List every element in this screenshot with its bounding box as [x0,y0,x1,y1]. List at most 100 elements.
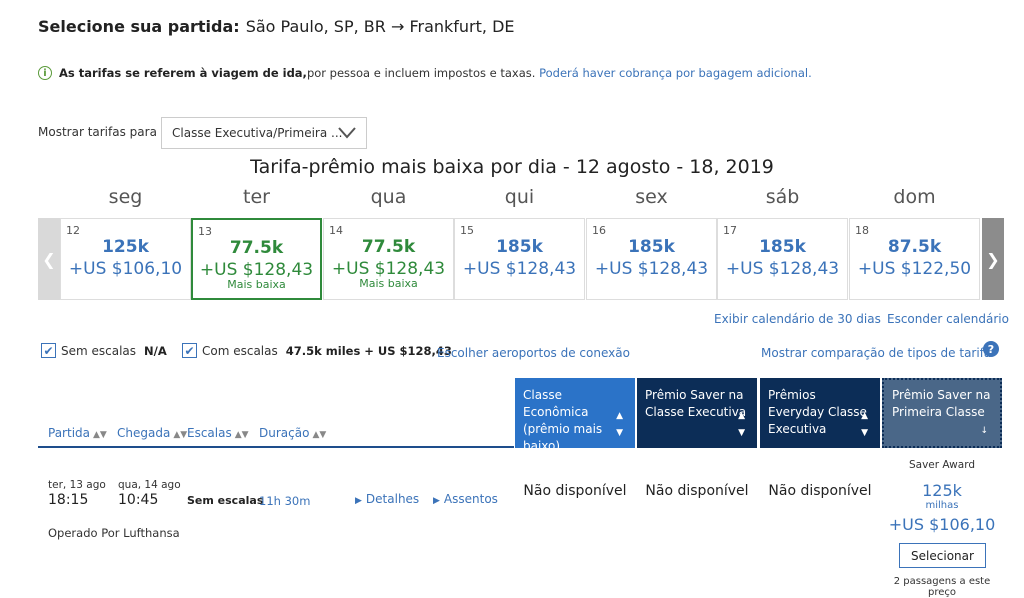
route-text: São Paulo, SP, BR → Frankfurt, DE [245,17,515,36]
award-miles: 125k [922,481,962,500]
day-number: 14 [329,224,343,237]
seats-link[interactable]: ▶ Assentos [433,492,498,506]
fare-class-select[interactable]: Classe Executiva/Primeira ... [161,117,367,149]
calendar-day-16[interactable]: 16 185k +US $128,43 [586,218,717,300]
calendar-day-13[interactable]: 13 77.5k +US $128,43 Mais baixa [191,218,322,300]
column-economy-label: Classe Econômica (prêmio mais baixo) [523,388,603,453]
calendar-prev-button[interactable]: ❮ [38,218,60,300]
info-bold: As tarifas se referem à viagem de ida, [59,66,307,80]
dayname-sun: dom [893,186,936,208]
calendar-day-18[interactable]: 18 87.5k +US $122,50 [849,218,980,300]
day-miles: 185k [759,237,806,257]
stops-text: Sem escalas [187,494,264,507]
fare-info-notice: i As tarifas se referem à viagem de ida,… [38,66,812,80]
lowest-badge: Mais baixa [227,278,286,291]
column-business-saver[interactable]: Prêmio Saver na Classe Executiva ▲ ▼ [637,378,757,448]
seats-left-notice: 2 passagens a este preço [893,576,991,598]
column-economy-lowest[interactable]: Classe Econômica (prêmio mais baixo) ▲ ▼ [515,378,635,453]
calendar-day-15[interactable]: 15 185k +US $128,43 [454,218,585,300]
nonstop-label: Sem escalas [61,343,137,358]
column-first-saver-label: Prêmio Saver na Primeira Classe [892,388,991,419]
day-price: +US $128,43 [594,259,709,279]
column-business-saver-label: Prêmio Saver na Classe Executiva [645,388,747,419]
chevron-left-icon: ❮ [42,249,56,269]
sort-stops[interactable]: Escalas ▲▼ [187,426,249,440]
sort-icon: ▲▼ [173,430,188,440]
choose-connection-airports-link[interactable]: Escolher aeroportos de conexão [437,346,630,360]
sort-duration[interactable]: Duração ▲▼ [259,426,326,440]
arrival-time: 10:45 [118,492,159,508]
day-price: +US $128,43 [331,259,446,279]
lowest-badge: Mais baixa [359,277,418,290]
award-miles-unit: milhas [925,500,959,511]
info-text: por pessoa e incluem impostos e taxas. [306,66,536,80]
fare-class-selected: Classe Executiva/Primeira ... [172,126,343,140]
fare-filter-label: Mostrar tarifas para [38,125,157,139]
dayname-mon: seg [108,186,143,208]
nonstop-value: N/A [144,343,167,358]
departure-time: 18:15 [48,492,89,508]
caret-right-icon: ▶ [355,496,362,506]
day-price: +US $128,43 [462,259,577,279]
nonstop-checkbox[interactable]: ✔ [41,343,56,358]
calendar-day-17[interactable]: 17 185k +US $128,43 [717,218,848,300]
chevron-down-icon [338,127,356,139]
operated-by: Operado Por Lufthansa [48,526,180,540]
dayname-wed: qua [370,186,407,208]
day-miles: 185k [496,237,543,257]
day-number: 17 [723,224,737,237]
day-number: 18 [855,224,869,237]
connecting-label: Com escalas [202,343,278,358]
nonstop-filter[interactable]: ✔ Sem escalas N/A [41,343,167,358]
sort-duration-label: Duração [259,426,310,440]
calendar-next-button[interactable]: ❯ [982,218,1004,300]
economy-unavailable: Não disponível [523,483,627,499]
sort-arrival-label: Chegada [117,426,171,440]
column-first-saver[interactable]: Prêmio Saver na Primeira Classe ↓ [882,378,1002,448]
day-number: 12 [66,224,80,237]
arrival-date: qua, 14 ago [118,479,181,491]
day-price: +US $128,43 [199,260,314,280]
dayname-tue: ter [243,186,270,208]
header-divider [38,446,514,448]
saver-award-label: Saver Award [908,459,975,471]
connecting-checkbox[interactable]: ✔ [182,343,197,358]
award-price: +US $106,10 [888,515,996,534]
dayname-fri: sex [635,186,668,208]
connecting-value: 47.5k miles + US $128,43 [285,343,452,358]
day-price: +US $128,43 [725,259,840,279]
calendar-day-14[interactable]: 14 77.5k +US $128,43 Mais baixa [323,218,454,300]
sort-icon: ▲▼ [312,430,327,440]
header-label: Selecione sua partida: [38,17,240,36]
dayname-sat: sáb [765,186,800,208]
sort-departure[interactable]: Partida ▲▼ [48,426,107,440]
departure-date: ter, 13 ago [48,479,106,491]
page-header: Selecione sua partida: São Paulo, SP, BR … [38,17,515,36]
sort-icon: ▲▼ [861,411,868,438]
day-miles: 77.5k [229,238,284,258]
connecting-filter[interactable]: ✔ Com escalas 47.5k miles + US $128,43 [182,343,452,358]
day-price: +US $122,50 [857,259,972,279]
sort-icon: ▲▼ [234,430,249,440]
column-business-everyday[interactable]: Prêmios Everyday Classe Executiva ▲ ▼ [760,378,880,448]
day-miles: 185k [628,237,675,257]
calendar-day-12[interactable]: 12 125k +US $106,10 [60,218,191,300]
baggage-link[interactable]: Poderá haver cobrança por bagagem adicio… [539,66,812,80]
day-number: 13 [198,225,212,238]
show-30-day-calendar-link[interactable]: Exibir calendário de 30 dias [714,312,881,326]
chevron-right-icon: ❯ [986,249,1000,269]
sort-arrival[interactable]: Chegada ▲▼ [117,426,187,440]
seats-label: Assentos [443,492,498,506]
day-number: 16 [592,224,606,237]
column-business-everyday-label: Prêmios Everyday Classe Executiva [768,388,867,436]
sort-departure-label: Partida [48,426,90,440]
hide-calendar-link[interactable]: Esconder calendário [887,312,1009,326]
business-everyday-unavailable: Não disponível [768,483,872,499]
day-number: 15 [460,224,474,237]
info-icon: i [38,66,52,80]
select-button[interactable]: Selecionar [899,543,986,568]
details-link[interactable]: ▶ Detalhes [355,492,419,506]
help-icon[interactable]: ? [983,341,999,357]
compare-fare-types-link[interactable]: Mostrar comparação de tipos de tarifa [761,346,992,360]
sort-icon: ▲▼ [738,411,745,438]
